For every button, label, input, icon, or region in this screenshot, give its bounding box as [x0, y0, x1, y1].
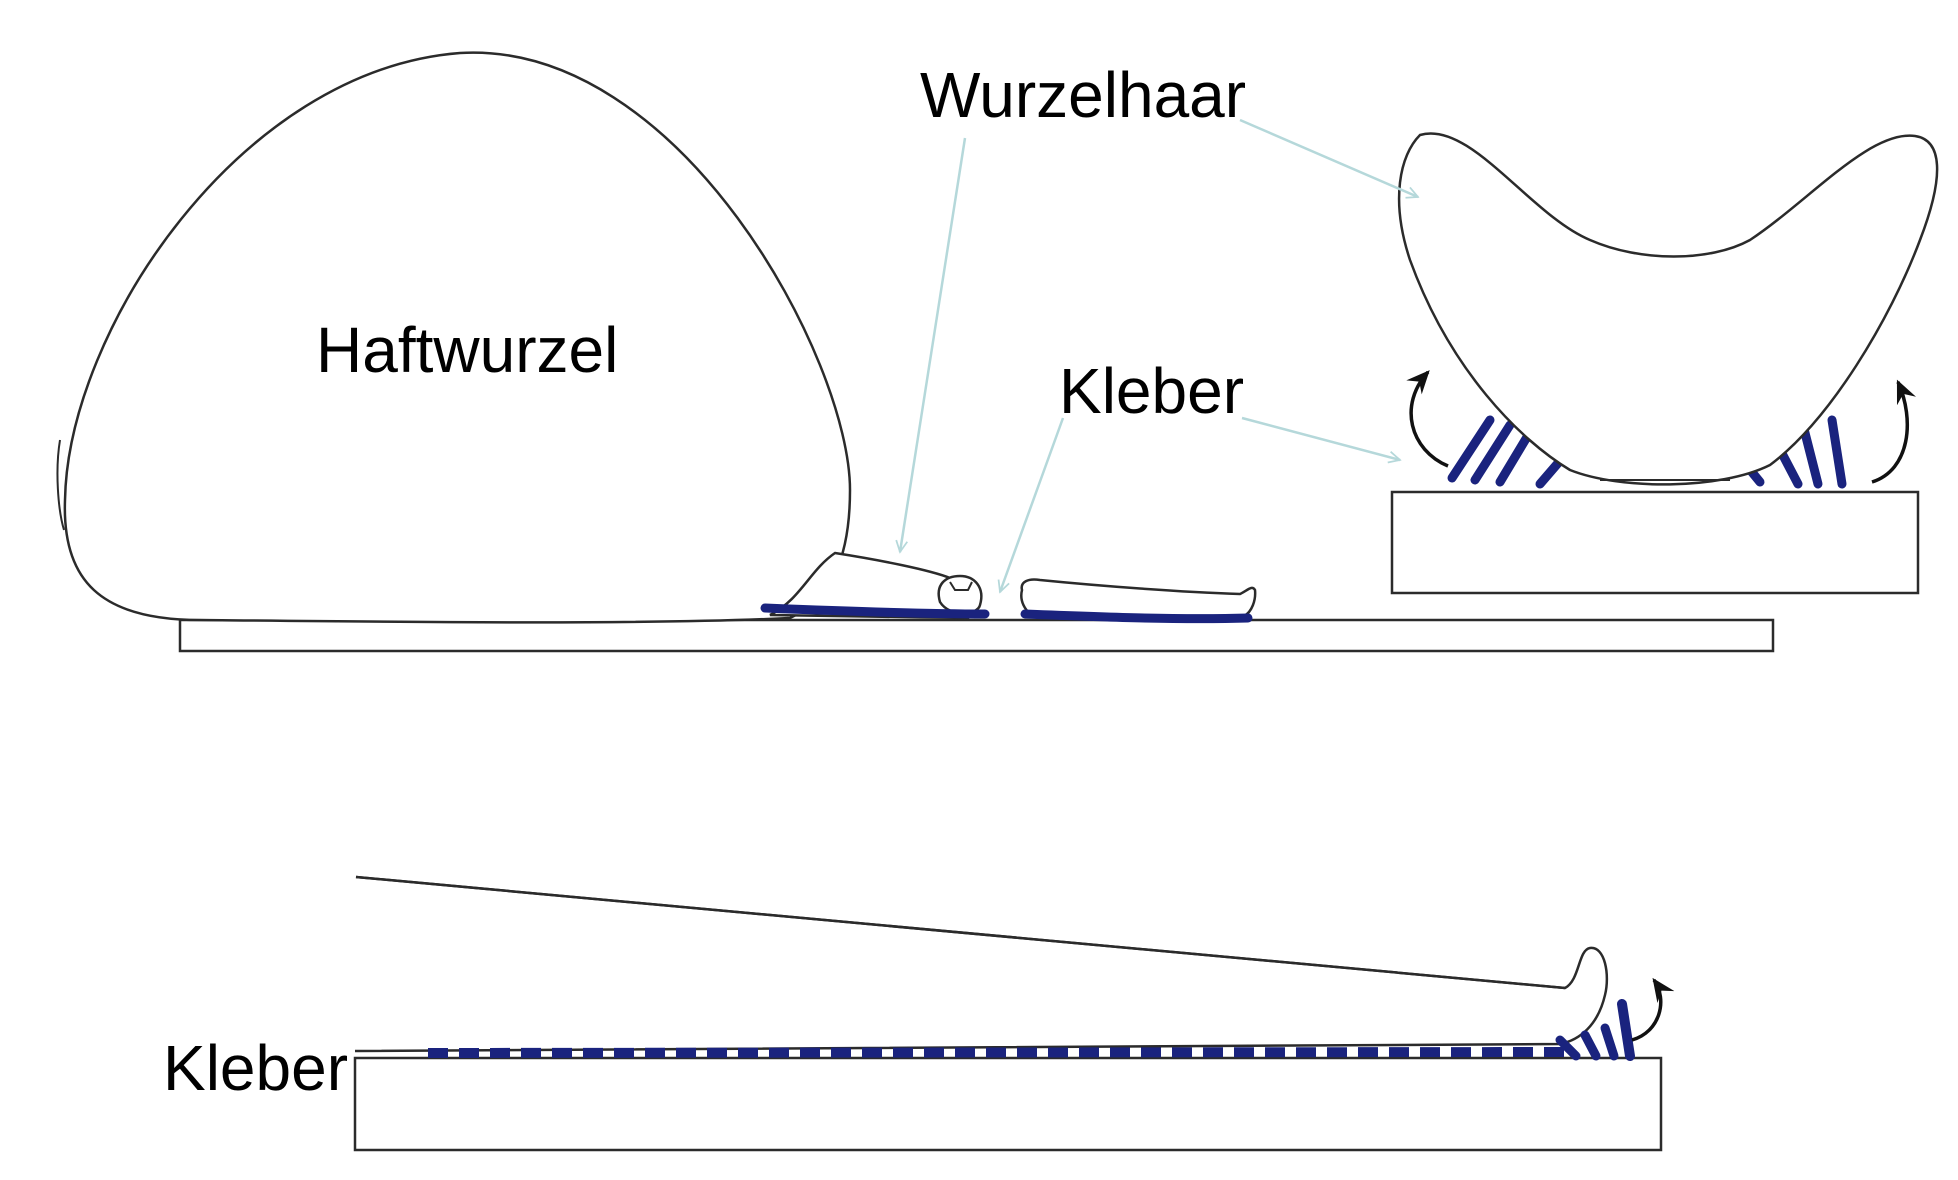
label-kleber-bottom: Kleber	[163, 1032, 348, 1104]
root-hair-flat-top-edge	[355, 875, 1566, 990]
lift-arrow-bottom	[1631, 977, 1675, 1042]
top-right-scene	[1390, 132, 1939, 595]
lift-arrow-right	[1871, 379, 1916, 484]
label-wurzelhaar: Wurzelhaar	[920, 59, 1246, 131]
leader-wurzelhaar-to-zoom	[1239, 118, 1418, 197]
root-hair-flat	[354, 875, 1609, 1053]
lift-arrow-left	[1406, 370, 1449, 468]
leader-kleber-to-zoom	[1241, 416, 1400, 460]
top-left-scene	[56, 51, 1775, 653]
bottom-scene	[353, 875, 1675, 1152]
glue-root-hair-2	[1020, 609, 1253, 624]
root-hair-1-tip-notch	[949, 581, 973, 591]
substrate-top-left	[178, 618, 1775, 653]
leader-lines	[900, 118, 1418, 592]
root-hair-1-tip	[937, 574, 983, 615]
substrate-top-right	[1390, 490, 1920, 595]
haftwurzel-edge-stroke	[56, 439, 65, 531]
leader-kleber-to-gap	[1000, 417, 1065, 592]
haftwurzel-body	[63, 51, 852, 624]
substrate-bottom	[353, 1056, 1663, 1152]
glue-dashed-layer	[427, 1047, 1571, 1058]
label-kleber-top: Kleber	[1059, 355, 1244, 427]
glue-root-hair-1	[760, 603, 990, 619]
wurzelhaar-tip-shape	[1397, 132, 1939, 486]
glue-strands-peel	[1555, 999, 1635, 1061]
leader-wurzelhaar-to-hair	[900, 137, 967, 552]
label-haftwurzel: Haftwurzel	[316, 314, 618, 386]
glue-strands-left	[1447, 415, 1570, 489]
